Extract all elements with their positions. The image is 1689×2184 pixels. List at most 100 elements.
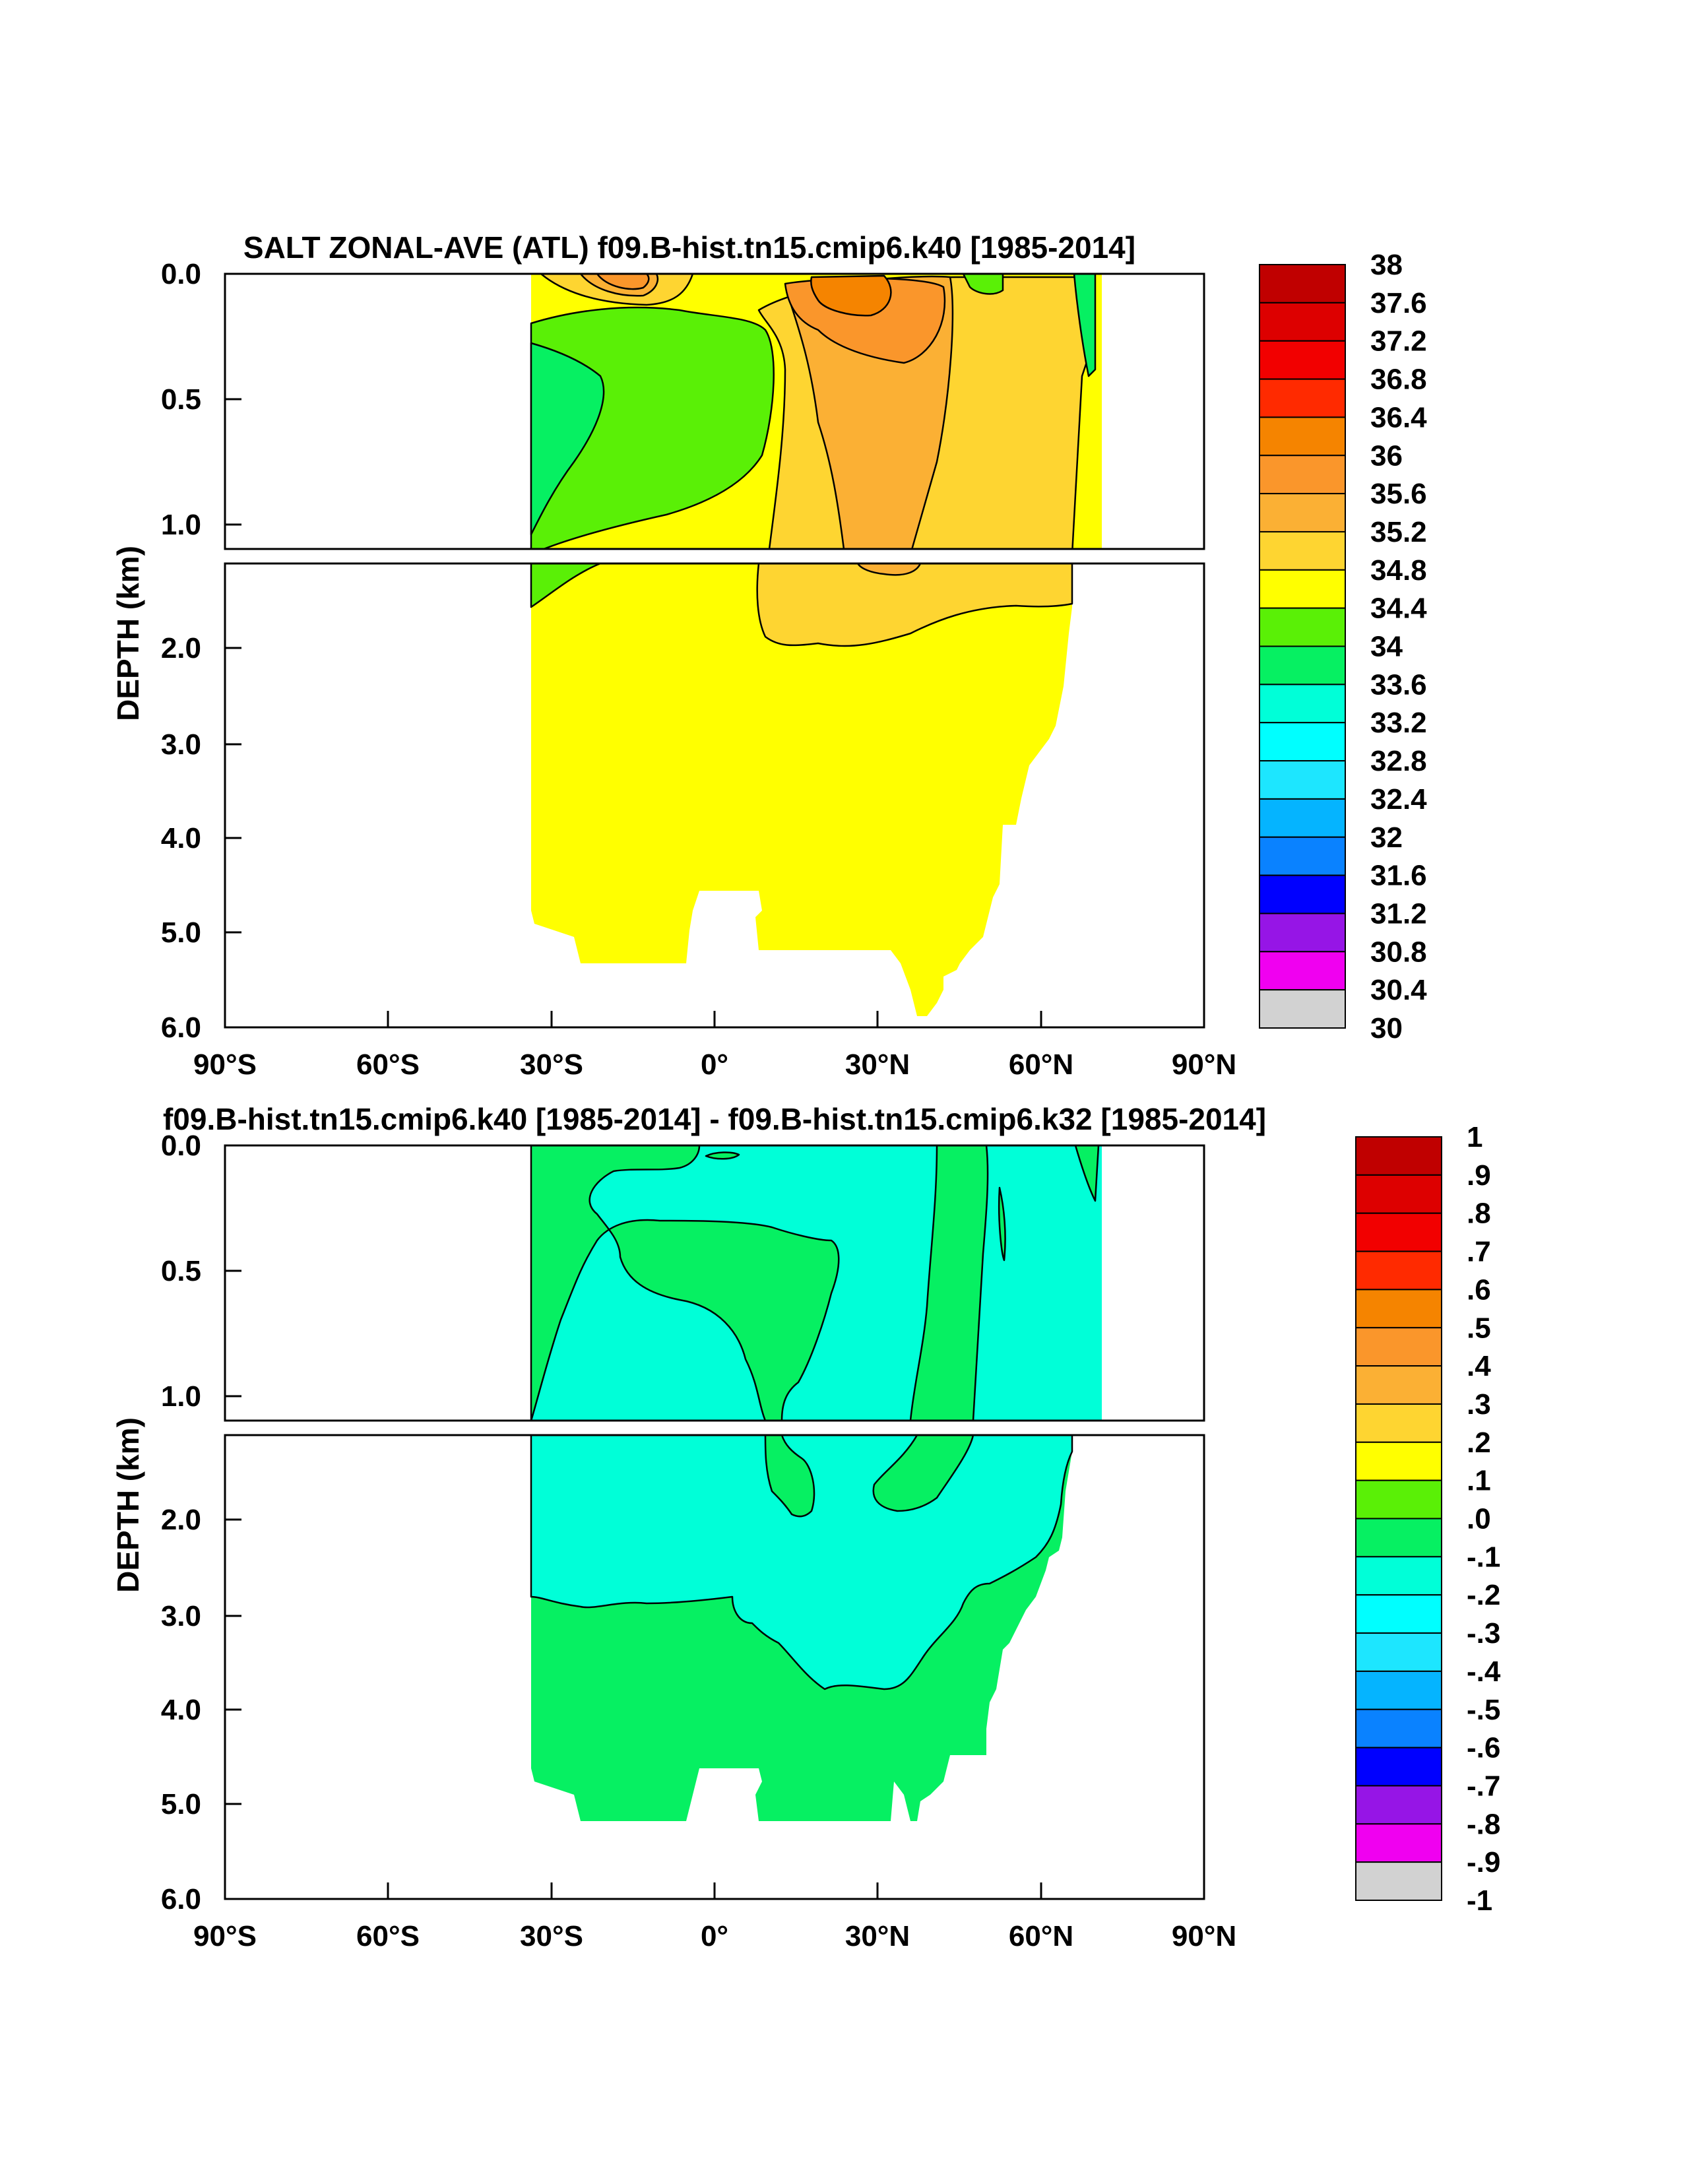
difference-colorbar-label-7: .3 [1467,1388,1491,1421]
salinity-colorbar-label-19: 30.4 [1370,974,1427,1006]
salinity-colorbar-box-8 [1259,569,1346,609]
salinity-ytick-1: 0.5 [161,383,201,416]
salt-high-lat-fresh [962,274,1004,295]
salinity-panel: SALT ZONAL-AVE (ATL) f09.B-hist.tn15.cmi… [111,230,1427,1081]
difference-colorbar-box-9 [1355,1479,1442,1520]
salinity-colorbar-box-0 [1259,264,1346,304]
salinity-ytick-2: 1.0 [161,509,201,541]
salinity-lower-section [530,563,1073,1016]
salinity-colorbar-box-4 [1259,416,1346,457]
salinity-colorbar-label-0: 38 [1370,249,1403,281]
diff-sliver-50n [998,1186,1006,1262]
salinity-ytick-4: 3.0 [161,728,201,761]
difference-colorbar-label-13: -.3 [1467,1617,1500,1650]
salinity-title: SALT ZONAL-AVE (ATL) f09.B-hist.tn15.cmi… [243,230,1135,265]
difference-colorbar-label-11: -.1 [1467,1541,1500,1573]
salinity-colorbar-box-1 [1259,302,1346,342]
diff-region-pos-south [530,1145,840,1421]
difference-colorbar-label-4: .6 [1467,1273,1491,1306]
salinity-colorbar-label-8: 34.8 [1370,554,1427,587]
difference-colorbar-label-9: .1 [1467,1465,1491,1497]
difference-upper-section [530,1145,1102,1421]
difference-colorbar-label-14: -.4 [1467,1655,1501,1688]
difference-colorbar-box-0 [1355,1136,1442,1176]
salt-region-34.4-34.8 [530,306,775,549]
salinity-colorbar-box-10 [1259,645,1346,686]
salinity-colorbar-box-12 [1259,722,1346,762]
salinity-colorbar-box-15 [1259,836,1346,876]
difference-colorbar-label-8: .2 [1467,1427,1491,1459]
difference-title: f09.B-hist.tn15.cmip6.k40 [1985-2014] - … [163,1102,1266,1136]
difference-ylabel: DEPTH (km) [111,1417,145,1593]
difference-panel: f09.B-hist.tn15.cmip6.k40 [1985-2014] - … [111,1102,1501,1952]
salinity-colorbar-box-11 [1259,684,1346,724]
salinity-colorbar-box-5 [1259,455,1346,495]
difference-ytick-7: 6.0 [161,1883,201,1915]
salinity-xtick-0: 90°S [193,1048,257,1081]
difference-colorbar-box-5 [1355,1327,1442,1367]
salinity-ylabel: DEPTH (km) [111,546,145,721]
salinity-xtick-3: 0° [701,1048,728,1081]
salinity-colorbar-label-4: 36.4 [1370,401,1427,434]
difference-colorbar-label-18: -.8 [1467,1808,1500,1840]
salinity-colorbar-label-12: 33.2 [1370,707,1427,739]
difference-lower-section [530,1435,1073,1821]
salinity-colorbar: 38 37.6 37.2 36.8 36.4 36 35.6 35.2 34.8 34.4 34 33… [1259,249,1427,1044]
salinity-colorbar-box-13 [1259,760,1346,800]
difference-x-axis [224,1882,1205,1899]
difference-ytick-6: 5.0 [161,1788,201,1820]
salinity-xtick-6: 90°N [1172,1048,1236,1081]
salinity-colorbar-label-17: 31.2 [1370,897,1427,930]
difference-ytick-4: 3.0 [161,1600,201,1632]
difference-colorbar-label-17: -.7 [1467,1770,1500,1802]
salinity-xtick-5: 60°N [1009,1048,1073,1081]
diff-tongue-10n [764,1435,815,1518]
salinity-colorbar-label-7: 35.2 [1370,516,1427,548]
difference-xtick-6: 90°N [1172,1920,1236,1952]
difference-xtick-4: 30°N [845,1920,910,1952]
difference-upper-frame [224,1144,1205,1422]
diff-region-pos-tongue-40n [909,1145,989,1421]
salinity-colorbar-label-16: 31.6 [1370,860,1427,892]
salinity-xtick-2: 30°S [520,1048,583,1081]
salinity-colorbar-label-15: 32 [1370,821,1403,854]
salt-deep-35.2-35.6 [756,563,1073,647]
salinity-colorbar-label-18: 30.8 [1370,936,1427,968]
difference-colorbar-box-11 [1355,1556,1442,1596]
salt-region-36.4-36.8 [810,274,892,317]
difference-colorbar-box-15 [1355,1708,1442,1749]
difference-colorbar-box-6 [1355,1365,1442,1405]
salinity-colorbar-label-2: 37.2 [1370,325,1427,358]
difference-colorbar-box-14 [1355,1670,1442,1710]
difference-colorbar-box-19 [1355,1861,1442,1901]
salinity-ytick-6: 5.0 [161,916,201,949]
difference-ytick-5: 4.0 [161,1694,201,1726]
difference-colorbar-box-4 [1355,1289,1442,1329]
diff-arctic-edge [1074,1145,1100,1202]
difference-colorbar-label-19: -.9 [1467,1846,1500,1879]
salinity-colorbar-label-14: 32.4 [1370,783,1427,816]
salt-deep-34.8-35.2 [531,563,1072,1016]
difference-colorbar-box-1 [1355,1174,1442,1214]
difference-y-axis [225,1144,241,1805]
salinity-ytick-3: 2.0 [161,632,201,664]
difference-colorbar-label-1: .9 [1467,1159,1491,1192]
difference-colorbar-label-10: .0 [1467,1503,1491,1535]
difference-colorbar-box-8 [1355,1441,1442,1481]
difference-colorbar-label-16: -.6 [1467,1732,1500,1764]
difference-colorbar-box-13 [1355,1632,1442,1672]
diff-lens-eq [705,1151,740,1160]
salt-arctic-edge [1073,274,1097,377]
difference-colorbar-label-0: 1 [1467,1121,1482,1153]
difference-xtick-5: 60°N [1009,1920,1073,1952]
difference-xtick-2: 30°S [520,1920,583,1952]
salinity-colorbar-label-20: 30 [1370,1012,1403,1044]
salinity-colorbar-box-3 [1259,378,1346,418]
difference-colorbar-box-17 [1355,1785,1442,1825]
salt-deep-35.6-36.0 [856,563,922,576]
salinity-colorbar-label-13: 32.8 [1370,745,1427,777]
salinity-ytick-5: 4.0 [161,822,201,854]
salinity-xtick-4: 30°N [845,1048,910,1081]
difference-colorbar-label-12: -.2 [1467,1579,1500,1611]
salt-region-34.0-34.4 [530,342,605,536]
